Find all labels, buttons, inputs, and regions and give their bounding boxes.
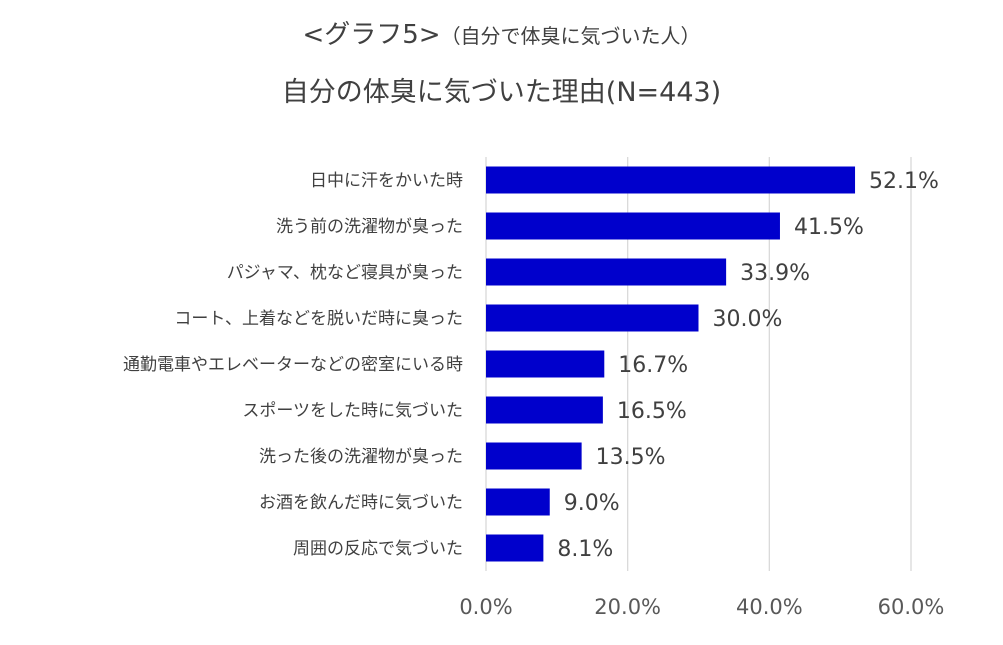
bar [486, 396, 603, 424]
category-label: 洗う前の洗濯物が臭った [276, 217, 463, 237]
category-label: お酒を飲んだ時に気づいた [259, 493, 463, 513]
value-label: 13.5% [596, 445, 666, 470]
x-tick-label: 40.0% [736, 595, 803, 619]
value-label: 9.0% [564, 491, 620, 516]
category-label: 洗った後の洗濯物が臭った [259, 447, 463, 467]
chart-subtitle: 自分の体臭に気づいた理由(N=443) [281, 77, 722, 108]
bar [486, 350, 605, 378]
value-label: 16.5% [617, 399, 687, 424]
value-label: 41.5% [794, 215, 864, 240]
bar [486, 442, 582, 470]
value-label: 52.1% [869, 169, 939, 194]
x-tick-label: 0.0% [459, 595, 512, 619]
value-labels: 52.1%41.5% 33.9% 30.0% 16.7% 16.5% 13.5% 9.0% 8… [557, 169, 939, 562]
bar [486, 488, 550, 516]
bar [486, 166, 856, 194]
x-axis-ticks: 0.0% 20.0% 40.0% 60.0% [459, 595, 944, 619]
category-label: 通勤電車やエレベーターなどの密室にいる時 [123, 355, 463, 375]
value-label: 16.7% [618, 353, 688, 378]
value-label: 8.1% [557, 537, 613, 562]
bars [486, 166, 856, 562]
x-tick-label: 60.0% [878, 595, 945, 619]
value-label: 30.0% [713, 307, 783, 332]
bar [486, 258, 727, 286]
chart-title-line1: <グラフ5>（自分で体臭に気づいた人） [0, 14, 1003, 51]
category-label: 周囲の反応で気づいた [293, 539, 463, 559]
value-label: 33.9% [740, 261, 810, 286]
category-label: コート、上着などを脱いだ時に臭った [174, 309, 463, 329]
chart-title: <グラフ5> [302, 20, 441, 50]
category-label: スポーツをした時に気づいた [242, 401, 463, 421]
x-tick-label: 20.0% [594, 595, 661, 619]
category-label: 日中に汗をかいた時 [310, 171, 463, 191]
category-labels: 日中に汗をかいた時洗う前の洗濯物が臭ったパジャマ、枕など寝具が臭ったコート、上着… [123, 171, 463, 559]
bar [486, 212, 780, 240]
bar [486, 534, 544, 562]
category-label: パジャマ、枕など寝具が臭った [227, 262, 463, 283]
bar [486, 304, 699, 332]
chart-title-note: （自分で体臭に気づいた人） [440, 24, 701, 48]
